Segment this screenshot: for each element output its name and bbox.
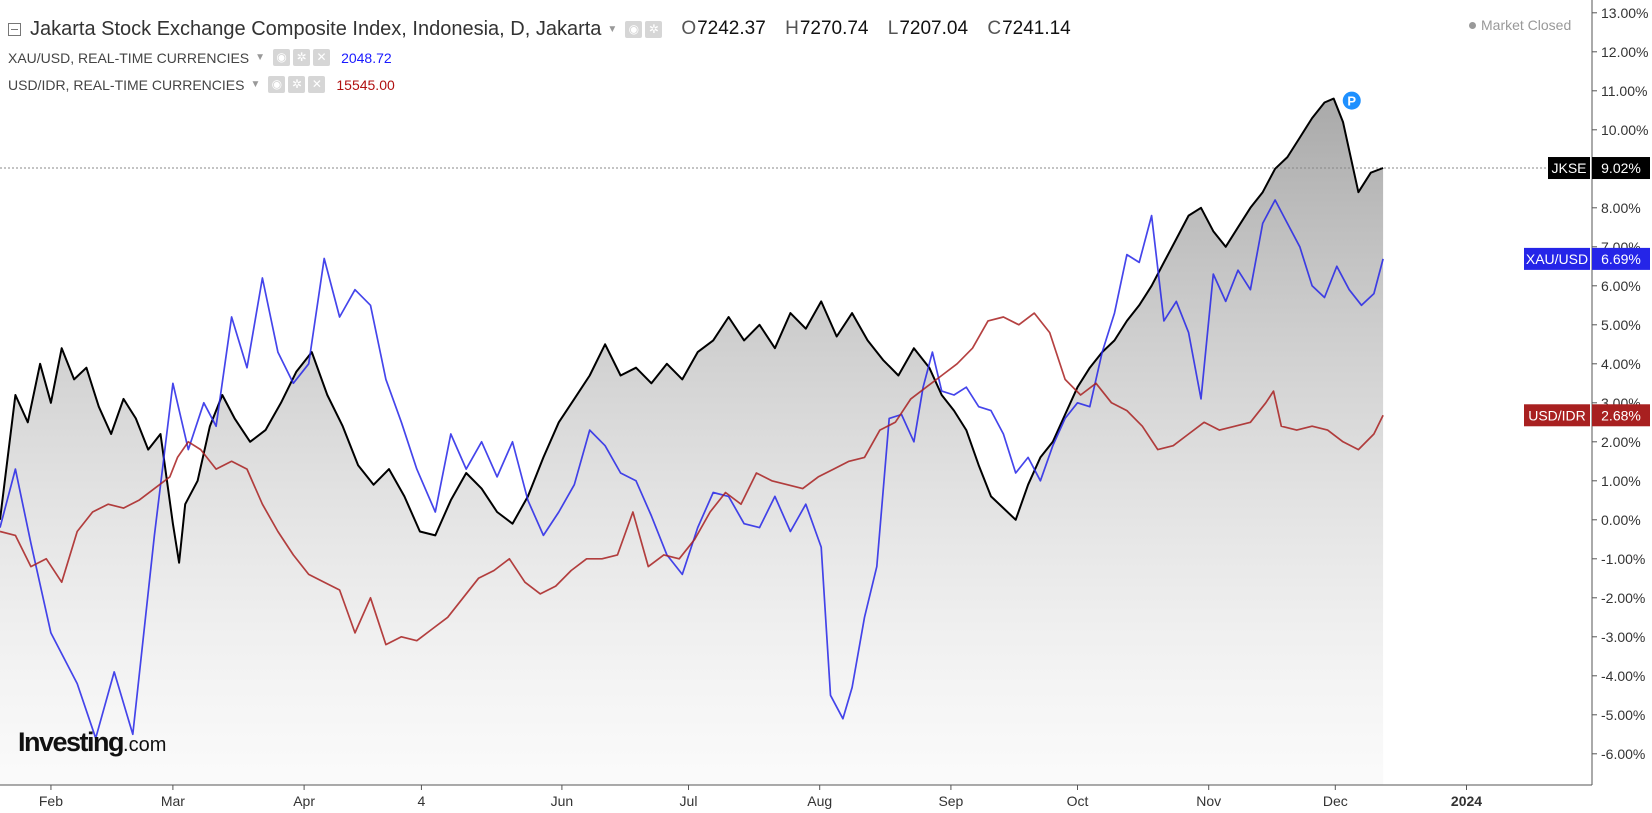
- x-tick-label: Sep: [938, 793, 963, 809]
- marker-p-icon[interactable]: [1342, 91, 1361, 110]
- series-layer: [0, 97, 1384, 740]
- y-tick-label: 4.00%: [1601, 356, 1641, 372]
- jkse-series-line: [0, 97, 1384, 564]
- y-tick-label: -5.00%: [1601, 707, 1645, 723]
- y-tick-label: 10.00%: [1601, 122, 1648, 138]
- y-tick-label: 12.00%: [1601, 44, 1648, 60]
- xau-label: XAU/USD, REAL-TIME CURRENCIES: [8, 49, 250, 66]
- xau-usd-name-label: XAU/USD: [1526, 251, 1588, 267]
- marker-p-label: P: [1347, 94, 1356, 109]
- usd-idr-value-label: 2.68%: [1601, 407, 1641, 423]
- low-key: L: [887, 18, 899, 39]
- y-tick-label: 6.00%: [1601, 278, 1641, 294]
- y-tick-label: -1.00%: [1601, 551, 1645, 567]
- open-value: 7242.37: [697, 18, 766, 39]
- market-status: Market Closed: [1469, 17, 1571, 33]
- x-tick-label: 2024: [1451, 793, 1482, 809]
- y-tick-label: 13.00%: [1601, 5, 1648, 21]
- eye-icon[interactable]: ◉: [268, 76, 286, 93]
- close-icon[interactable]: ✕: [308, 76, 326, 93]
- y-tick-label: 11.00%: [1601, 83, 1647, 99]
- x-tick-label: Feb: [39, 793, 63, 809]
- chart-title: Jakarta Stock Exchange Composite Index, …: [30, 17, 602, 40]
- x-tick-label: Nov: [1196, 793, 1221, 809]
- close-icon[interactable]: ✕: [313, 49, 331, 66]
- chevron-down-icon[interactable]: ▼: [607, 23, 618, 35]
- y-tick-label: 1.00%: [1601, 473, 1641, 489]
- gear-icon[interactable]: ✲: [288, 76, 306, 93]
- eye-icon[interactable]: ◉: [625, 20, 643, 38]
- investing-logo: Investing.com: [18, 727, 166, 758]
- x-tick-label: Jul: [680, 793, 698, 809]
- y-tick-label: 5.00%: [1601, 317, 1641, 333]
- main-legend-row: Jakarta Stock Exchange Composite Index, …: [8, 14, 1085, 44]
- close-value: 7241.14: [1002, 18, 1071, 39]
- gear-icon[interactable]: ✲: [293, 49, 311, 66]
- usd-idr-name-tag: [1524, 404, 1590, 427]
- y-tick-label: 2.00%: [1601, 434, 1641, 450]
- chevron-down-icon[interactable]: ▼: [255, 52, 266, 63]
- jkse-area: [0, 98, 1384, 786]
- xau-value: 2048.72: [341, 49, 392, 66]
- x-tick-label: 4: [418, 793, 426, 809]
- y-tick-label: -2.00%: [1601, 590, 1645, 606]
- xau-legend-row: XAU/USD, REAL-TIME CURRENCIES ▼ ◉ ✲ ✕ 20…: [8, 44, 1085, 71]
- brand-name: Investing: [18, 727, 125, 757]
- usd-idr-name-label: USD/IDR: [1528, 407, 1586, 423]
- jkse-name-label: JKSE: [1551, 160, 1586, 176]
- x-tick-label: Apr: [293, 793, 315, 809]
- y-tick-label: -4.00%: [1601, 668, 1645, 684]
- chart-legend: Jakarta Stock Exchange Composite Index, …: [8, 14, 1085, 98]
- y-tick-label: -6.00%: [1601, 746, 1645, 762]
- idr-value: 15545.00: [336, 76, 395, 93]
- usd-idr-value-tag: [1592, 404, 1650, 427]
- x-tick-label: Oct: [1067, 793, 1089, 809]
- jkse-name-tag: [1548, 157, 1590, 180]
- plot-area: [0, 98, 1384, 786]
- xau-usd-value-label: 6.69%: [1601, 251, 1641, 267]
- y-tick-label: 8.00%: [1601, 200, 1641, 216]
- idr-legend-row: USD/IDR, REAL-TIME CURRENCIES ▼ ◉ ✲ ✕ 15…: [8, 71, 1085, 98]
- market-status-text: Market Closed: [1481, 17, 1572, 33]
- x-tick-label: Dec: [1323, 793, 1348, 809]
- chevron-down-icon[interactable]: ▼: [250, 79, 261, 90]
- x-tick-label: Aug: [807, 793, 832, 809]
- high-value: 7270.74: [799, 18, 869, 39]
- y-tick-label: -3.00%: [1601, 629, 1645, 645]
- brand-suffix: .com: [123, 734, 167, 756]
- gear-icon[interactable]: ✲: [645, 20, 663, 38]
- open-key: O: [681, 18, 697, 39]
- low-value: 7207.04: [899, 18, 969, 39]
- x-tick-label: Jun: [551, 793, 574, 809]
- xau-usd-value-tag: [1592, 247, 1650, 270]
- eye-icon[interactable]: ◉: [273, 49, 291, 66]
- ohlc-values: O7242.37 H7270.74 L7207.04 C7241.14: [681, 18, 1084, 40]
- close-key: C: [987, 18, 1002, 39]
- xau-usd-series-line: [0, 199, 1384, 740]
- xau-usd-name-tag: [1524, 247, 1590, 270]
- high-key: H: [785, 18, 799, 39]
- collapse-icon[interactable]: [8, 22, 21, 36]
- idr-label: USD/IDR, REAL-TIME CURRENCIES: [8, 76, 245, 93]
- end-labels-layer: JKSE 9.02% XAU/USD 6.69% USD/IDR 2.68% P: [1342, 91, 1650, 427]
- usd-idr-series-line: [0, 312, 1384, 646]
- jkse-value-tag: [1592, 157, 1650, 180]
- x-tick-label: Mar: [161, 793, 185, 809]
- y-tick-label: 0.00%: [1601, 512, 1641, 528]
- status-dot-icon: [1469, 22, 1476, 29]
- jkse-value-label: 9.02%: [1601, 160, 1641, 176]
